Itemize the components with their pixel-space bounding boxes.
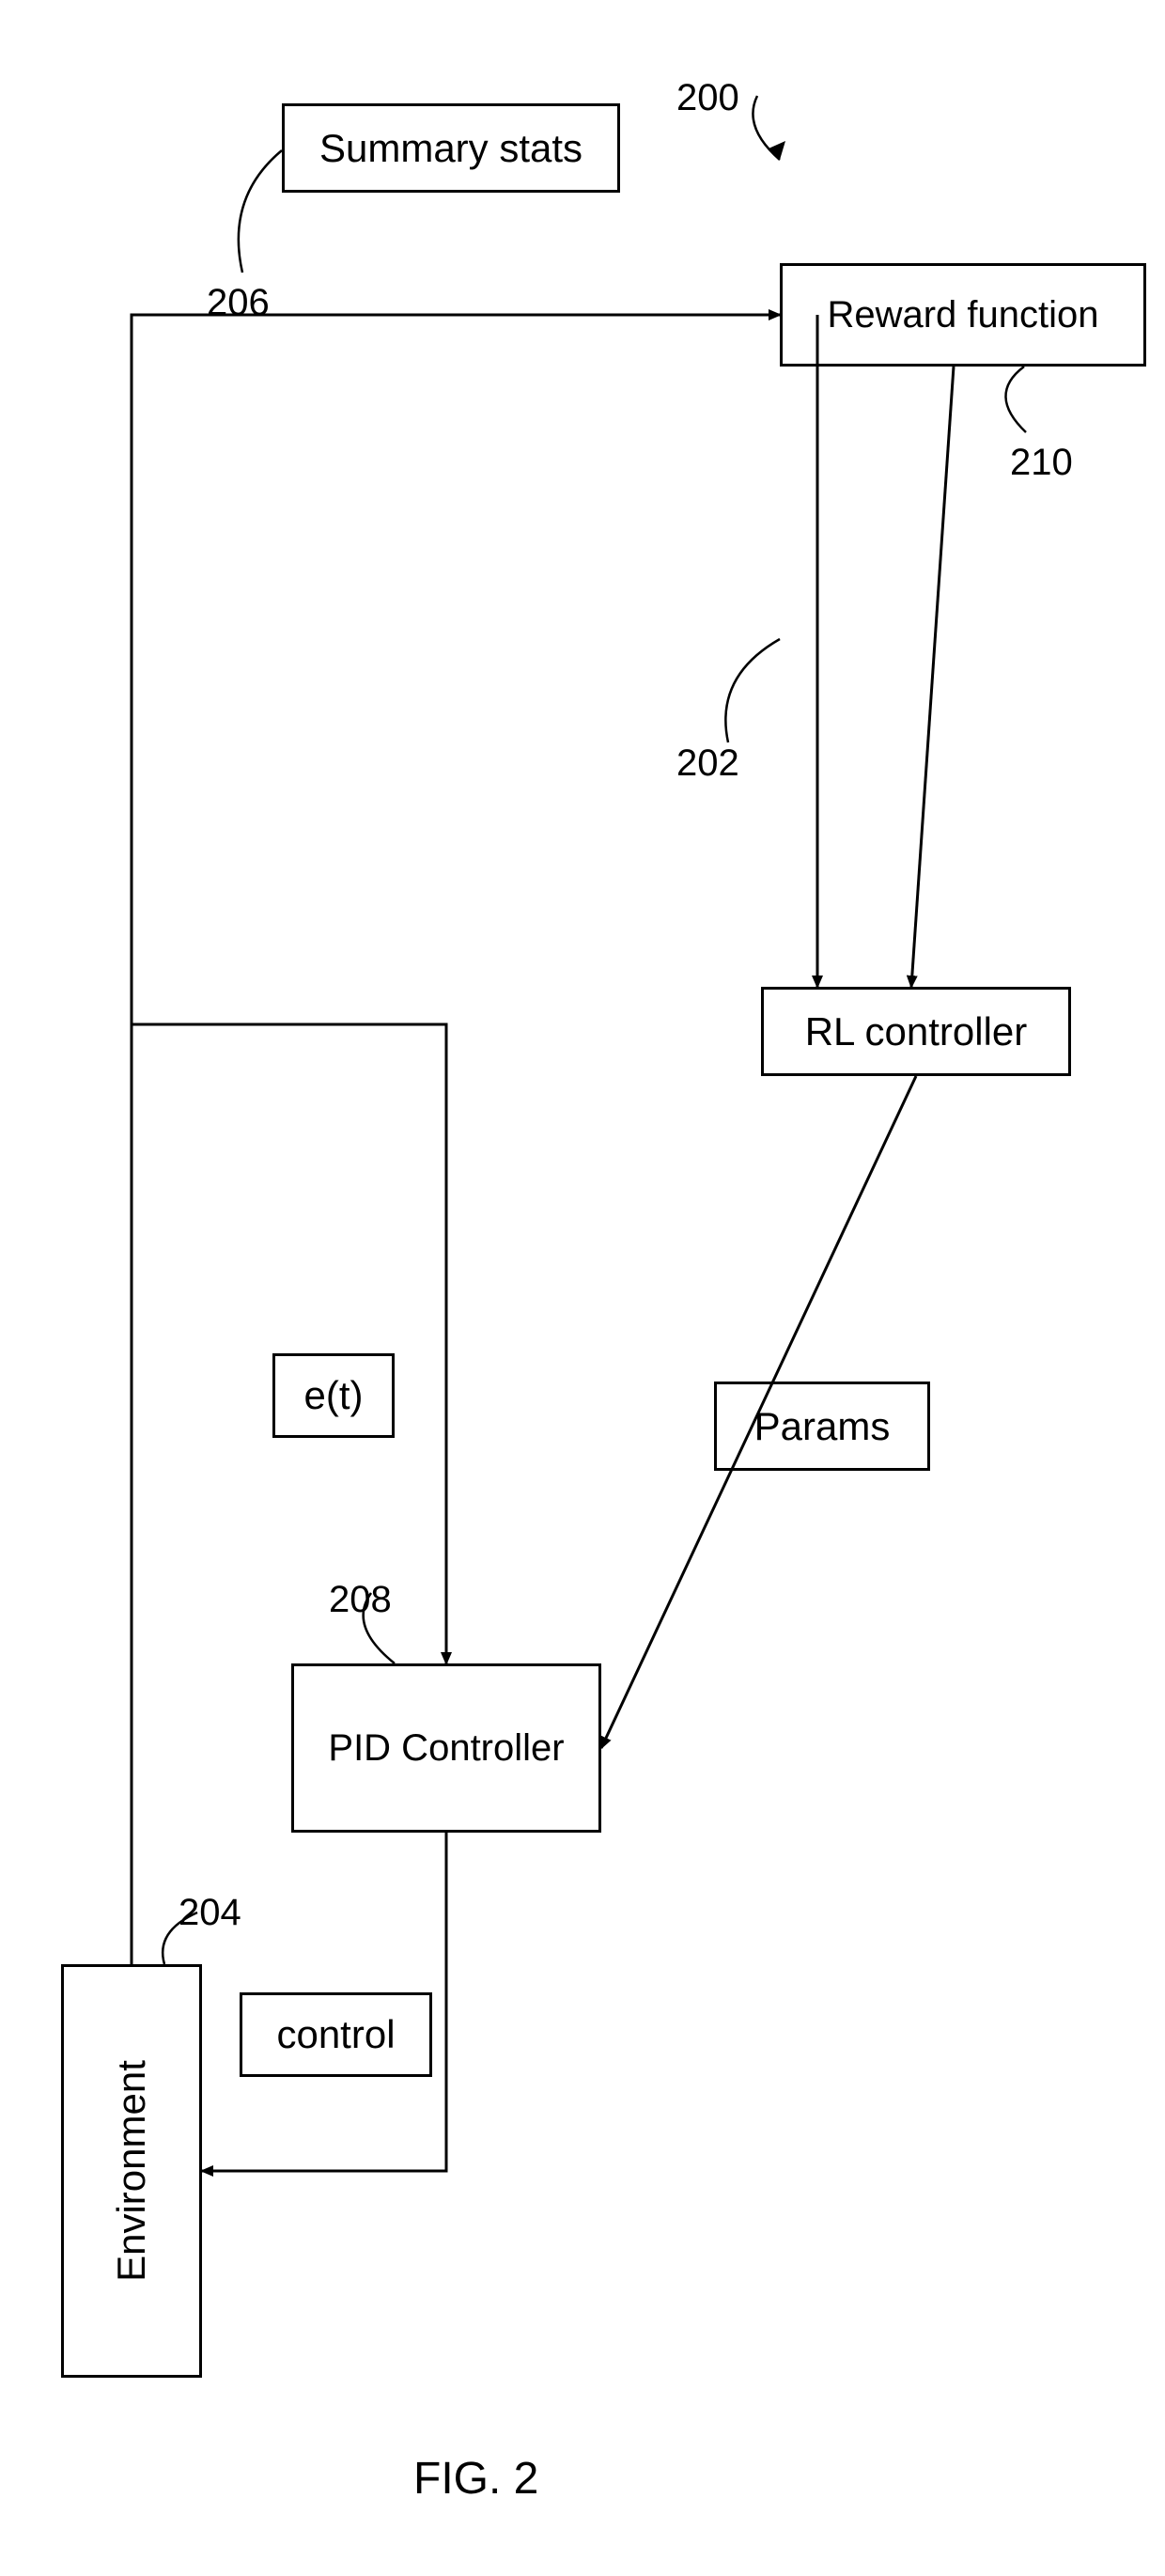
ref-210: 210 [1010,442,1073,484]
rl-controller-node: RL controller [761,987,1071,1076]
reward-function-label: Reward function [827,294,1098,336]
environment-node: Environment [61,1964,202,2378]
ref-208: 208 [329,1579,392,1621]
ref-204: 204 [179,1892,241,1934]
ref-202: 202 [676,742,739,785]
control-label: control [276,2012,395,2057]
rl-controller-label: RL controller [805,1009,1028,1054]
reward-function-node: Reward function [780,263,1146,367]
environment-label: Environment [109,2060,154,2282]
et-label: e(t) [304,1373,364,1418]
figure-caption: FIG. 2 [413,2453,538,2505]
pid-controller-node: PID Controller [291,1663,601,1833]
params-node: Params [714,1382,930,1471]
et-node: e(t) [272,1353,395,1438]
summary-stats-node: Summary stats [282,103,620,193]
pid-controller-label: PID Controller [328,1727,564,1770]
ref-206: 206 [207,282,270,324]
summary-stats-label: Summary stats [319,126,582,171]
params-label: Params [754,1404,891,1449]
ref-200: 200 [676,77,739,119]
control-node: control [240,1992,432,2077]
